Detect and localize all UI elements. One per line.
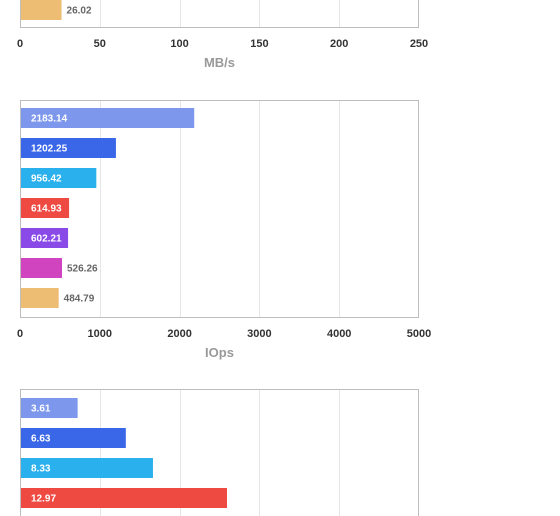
bar-value-label: 526.26 [67, 264, 98, 275]
x-tick-label: 0 [17, 328, 23, 340]
bar-value-label: 2183.14 [31, 114, 68, 125]
x-axis-title: IOps [205, 345, 234, 360]
bar [21, 288, 59, 308]
bar-value-label: 1202.25 [31, 144, 68, 155]
x-tick-label: 200 [330, 38, 348, 50]
bar-value-label: 484.79 [64, 294, 95, 305]
bar [21, 198, 70, 218]
x-tick-label: 3000 [247, 328, 271, 340]
bar [21, 228, 69, 248]
x-tick-label: 100 [170, 38, 188, 50]
bar-value-label: 3.61 [31, 404, 51, 415]
bar-value-label: 602.21 [31, 234, 62, 245]
bar [21, 398, 78, 418]
x-tick-label: 4000 [327, 328, 351, 340]
bar [21, 258, 62, 278]
x-tick-label: 250 [410, 38, 428, 50]
bar [21, 138, 116, 158]
x-tick-label: 0 [17, 38, 23, 50]
x-tick-label: 1000 [88, 328, 112, 340]
bar [21, 428, 126, 448]
bar-value-label: 12.97 [31, 494, 56, 505]
x-tick-label: 5000 [407, 328, 431, 340]
bar [21, 488, 228, 508]
bar-value-label: 26.02 [67, 6, 92, 17]
bar [21, 458, 153, 478]
bar [21, 0, 62, 20]
bar-value-label: 614.93 [31, 204, 62, 215]
bar [21, 108, 195, 128]
plot-frame [20, 0, 419, 28]
bar-value-label: 956.42 [31, 174, 62, 185]
bar [21, 168, 97, 188]
plot-frame [20, 100, 419, 318]
bar-value-label: 6.63 [31, 434, 51, 445]
x-tick-label: 2000 [167, 328, 191, 340]
chart-1: 26.02 0 50 100 150 200 250 MB/s [17, 0, 428, 70]
x-axis-title: MB/s [204, 55, 235, 70]
x-tick-label: 150 [250, 38, 268, 50]
bar-value-label: 8.33 [31, 464, 51, 475]
chart-2: 2183.14 1202.25 956.42 614.93 602.21 526.26 48… [17, 100, 431, 360]
chart-3: 3.61 6.63 8.33 12.97 [20, 389, 419, 516]
x-tick-label: 50 [94, 38, 106, 50]
